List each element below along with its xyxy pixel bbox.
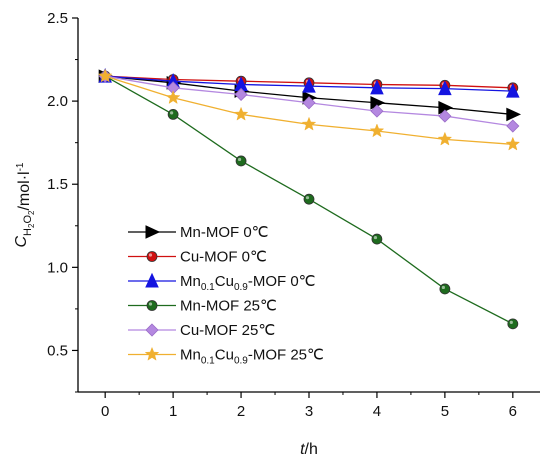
x-tick-label: 0	[101, 403, 109, 420]
y-tick-label: 2.5	[47, 10, 68, 27]
data-point-s3-5-highlight	[441, 285, 445, 290]
legend-marker-2	[145, 272, 159, 288]
x-tick-label: 3	[305, 403, 313, 420]
x-tick-label: 4	[373, 403, 381, 420]
data-point-s2-5	[438, 80, 452, 96]
y-tick-label: 2.0	[47, 93, 68, 110]
data-point-s3-3-highlight	[305, 196, 310, 200]
x-tick-label: 6	[509, 403, 517, 420]
x-tick-label: 1	[169, 403, 177, 420]
x-tick-label: 2	[237, 403, 245, 420]
legend-marker-3	[146, 300, 158, 311]
data-point-s0-6	[506, 107, 522, 122]
data-point-s4-3	[302, 96, 316, 110]
legend-marker-4	[145, 323, 159, 337]
legend-label-2: Mn0.1Cu0.9-MOF 0℃	[180, 273, 316, 293]
data-point-s5-2	[233, 106, 249, 121]
data-point-s3-5	[439, 283, 451, 295]
data-point-s3-2	[235, 155, 247, 167]
data-point-s5-4	[369, 123, 385, 138]
data-point-s3-3	[303, 193, 315, 205]
data-point-s5-5	[437, 131, 453, 146]
data-point-s5-3	[301, 116, 317, 131]
data-point-s5-0	[97, 68, 113, 83]
data-point-s2-3	[302, 77, 316, 93]
data-point-s4-5	[438, 109, 452, 123]
y-axis-title: CH2O2/mol·l-1	[13, 162, 36, 247]
data-point-s4-2	[234, 87, 248, 102]
data-point-s2-4	[370, 79, 384, 95]
x-axis-title: t/h	[300, 441, 318, 458]
legend-label-3: Mn-MOF 25℃	[180, 298, 277, 315]
data-point-s3-6-highlight	[509, 320, 513, 324]
data-point-s3-4	[371, 233, 383, 245]
legend-label-5: Mn0.1Cu0.9-MOF 25℃	[180, 347, 324, 367]
legend-label-0: Mn-MOF 0℃	[180, 224, 269, 241]
x-tick-label: 5	[441, 403, 449, 420]
y-tick-label: 1.5	[47, 176, 68, 193]
legend-marker-0	[145, 225, 161, 239]
data-point-s3-6	[507, 318, 519, 330]
legend-marker-1-highlight	[148, 253, 153, 257]
data-point-s4-4	[370, 104, 384, 118]
data-point-s4-6	[506, 119, 520, 133]
y-tick-label: 1.0	[47, 259, 68, 276]
legend-marker-5	[144, 346, 160, 361]
data-point-s3-4-highlight	[373, 235, 378, 240]
legend-label-4: Cu-MOF 25℃	[180, 322, 275, 339]
data-point-s3-1-highlight	[170, 111, 174, 115]
legend-label-1: Cu-MOF 0℃	[180, 249, 267, 266]
legend-marker-3-highlight	[148, 302, 153, 306]
data-point-s3-1	[167, 109, 179, 120]
data-point-s5-1	[165, 90, 181, 105]
data-point-s3-2-highlight	[237, 157, 242, 162]
data-point-s2-6	[506, 82, 520, 98]
data-point-s5-6	[505, 136, 521, 151]
y-tick-label: 0.5	[47, 342, 68, 359]
legend-marker-1	[146, 251, 158, 262]
